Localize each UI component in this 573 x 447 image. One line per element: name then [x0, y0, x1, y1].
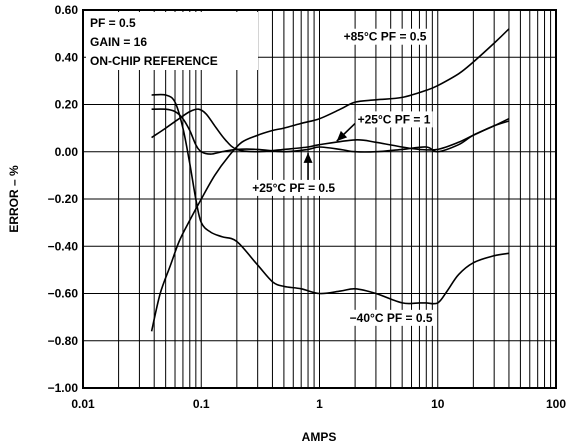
series-label-background: [341, 28, 429, 45]
series-label-background: [355, 111, 433, 128]
series-line-85-c-pf-0-5: [150, 28, 510, 332]
y-tick-label: −0.40: [48, 239, 79, 253]
y-tick-label: 0.60: [55, 3, 79, 17]
x-tick-label: 1: [316, 397, 323, 411]
y-tick-label: 0.00: [55, 145, 79, 159]
series-label: −40°C PF = 0.5: [350, 311, 433, 325]
legend-line-gain: GAIN = 16: [90, 35, 147, 49]
series-label: +25°C PF = 1: [358, 112, 431, 126]
chart-curves: [150, 28, 510, 332]
plot-frame: [82, 9, 557, 389]
series-line-40-c-pf-0-5: [151, 93, 510, 305]
series-label: +85°C PF = 0.5: [344, 30, 427, 44]
x-axis-title: AMPS: [302, 430, 337, 444]
chart-labels: 0.01 0.1 1 10 100 0.60 0.40 0.20 0.00 −0.20 −0.40 −…: [48, 3, 567, 411]
legend-line-reference: ON-CHIP REFERENCE: [90, 54, 218, 68]
y-tick-label: −0.60: [48, 287, 79, 301]
series-label-background: [347, 309, 435, 326]
x-tick-label: 0.1: [193, 397, 210, 411]
pf1-pointer-arrow-head: [336, 130, 348, 142]
y-tick-label: −0.20: [48, 192, 79, 206]
y-axis-title: ERROR – %: [7, 165, 21, 233]
legend-line-pf: PF = 0.5: [90, 16, 136, 30]
x-tick-label: 100: [546, 397, 566, 411]
pf05-pointer-arrow-head: [303, 152, 313, 163]
series-line-25-c-pf-1: [151, 108, 510, 153]
y-tick-label: −0.80: [48, 334, 79, 348]
series-label: +25°C PF = 0.5: [252, 181, 335, 195]
legend-background: [86, 12, 258, 70]
series-line-25-c-pf-0-5: [151, 108, 510, 155]
y-tick-label: 0.20: [55, 98, 79, 112]
x-tick-label: 0.01: [71, 397, 95, 411]
y-tick-label: 0.40: [55, 50, 79, 64]
legend-block: PF = 0.5 GAIN = 16 ON-CHIP REFERENCE: [86, 12, 258, 70]
x-tick-label: 10: [431, 397, 445, 411]
series-label-background: [250, 179, 338, 196]
y-tick-label: −1.00: [48, 381, 79, 395]
